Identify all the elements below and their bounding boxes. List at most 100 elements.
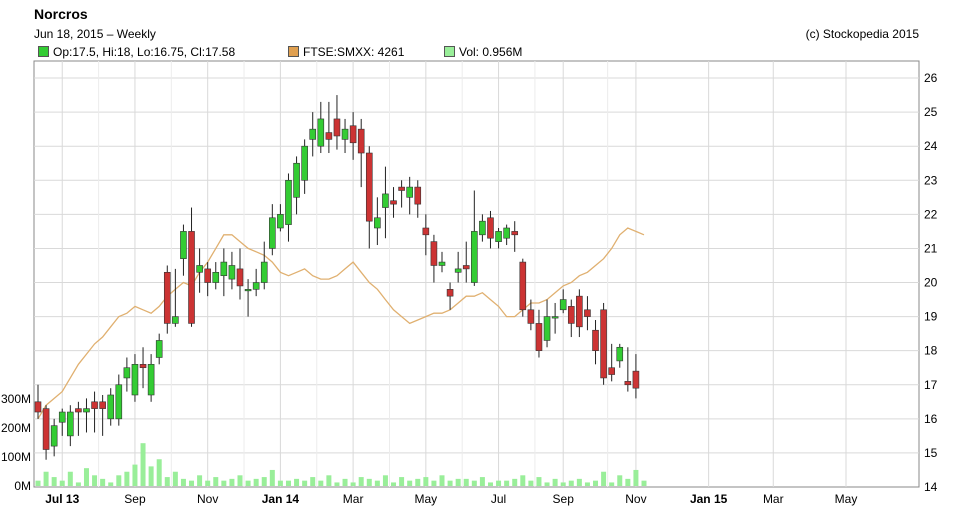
candle — [147, 354, 155, 402]
candle — [600, 302, 607, 385]
candle-body — [454, 268, 462, 273]
volume-bar — [407, 480, 413, 486]
volume-bar — [568, 480, 574, 486]
y-tick-label: 16 — [924, 412, 938, 426]
candle-body — [252, 282, 260, 290]
candle-body — [341, 128, 349, 140]
candle — [349, 112, 357, 160]
candle — [422, 214, 430, 256]
candle — [155, 333, 163, 365]
candle — [67, 405, 74, 447]
candle-body — [269, 217, 276, 249]
volume-swatch-icon — [444, 46, 455, 57]
volume-bar — [83, 468, 89, 486]
volume-bar — [544, 482, 550, 486]
volume-bar — [261, 477, 267, 486]
candle-body — [301, 145, 308, 181]
candle — [83, 398, 90, 433]
candle-body — [576, 295, 583, 328]
legend-label-price: Op:17.5, Hi:18, Lo:16.75, Cl:17.58 — [53, 45, 236, 59]
candle-body — [155, 340, 163, 358]
candle — [374, 197, 381, 246]
candle-body — [309, 128, 317, 140]
candle-body — [551, 316, 559, 319]
candle — [365, 146, 373, 249]
index-line — [37, 227, 645, 420]
candle-body — [357, 128, 365, 154]
y-tick-label: 14 — [924, 480, 938, 494]
candle — [406, 176, 413, 215]
candle — [212, 262, 220, 290]
candle — [616, 343, 624, 368]
candle-body — [99, 401, 106, 409]
volume-bar — [415, 478, 421, 486]
volume-bar — [164, 477, 170, 486]
candle — [115, 374, 123, 426]
candle-body — [422, 227, 430, 236]
candle — [228, 251, 236, 290]
y-tick-label: 15 — [924, 446, 938, 460]
candle — [382, 166, 389, 239]
candle-body — [487, 217, 494, 239]
candle — [123, 357, 131, 392]
x-tick-label: Jul — [491, 492, 506, 506]
volume-bar — [294, 478, 300, 486]
volume-bar — [172, 471, 178, 486]
candle — [188, 207, 195, 327]
candle-body — [83, 408, 90, 413]
candle — [479, 214, 486, 242]
candle — [446, 282, 454, 310]
candle — [131, 354, 139, 402]
volume-bar — [625, 478, 631, 486]
volume-bar — [43, 471, 49, 486]
price-swatch-icon — [38, 46, 49, 57]
volume-bar — [213, 477, 219, 486]
legend-label-index: FTSE:SMXX: 4261 — [303, 45, 405, 59]
candle-body — [608, 367, 615, 375]
volume-bar — [318, 480, 324, 486]
volume-bar — [584, 482, 590, 486]
x-tick-label: Nov — [197, 492, 218, 506]
x-tick-label: Mar — [343, 492, 364, 506]
volume-bar — [205, 480, 211, 486]
candle-body — [479, 220, 486, 236]
volume-bar — [310, 477, 316, 486]
candle-body — [139, 364, 147, 369]
legend-item-volume: Vol: 0.956M — [444, 45, 522, 59]
candle-body — [503, 227, 510, 239]
candle-body — [462, 265, 470, 270]
volume-bar — [496, 480, 502, 486]
candle-body — [293, 162, 300, 198]
candle — [535, 309, 543, 358]
candle — [220, 248, 228, 297]
candle-body — [471, 231, 478, 283]
y-tick-label: 17 — [924, 378, 938, 392]
candle — [172, 268, 179, 327]
volume-bar — [302, 480, 308, 486]
candle-body — [325, 132, 333, 140]
volume-tick-label: 200M — [1, 421, 31, 435]
y-tick-label: 18 — [924, 344, 938, 358]
candle-body — [527, 309, 535, 324]
candle — [99, 394, 106, 436]
candle-body — [34, 401, 42, 413]
candle-body — [123, 367, 131, 379]
volume-bar — [59, 480, 65, 486]
volume-bar — [593, 480, 599, 486]
y-tick-label: 20 — [924, 276, 938, 290]
candle — [333, 95, 341, 150]
volume-bar — [245, 480, 251, 486]
candle-body — [390, 200, 397, 205]
candle — [592, 320, 599, 365]
volume-bar — [399, 477, 405, 486]
candle-body — [244, 289, 252, 292]
volume-bar — [237, 475, 243, 486]
candle-body — [333, 118, 341, 137]
y-tick-label: 23 — [924, 173, 938, 187]
page-title: Norcros — [34, 6, 88, 22]
candle — [269, 204, 276, 256]
volume-bar — [148, 466, 154, 486]
volume-bar — [487, 482, 493, 486]
volume-bar — [285, 480, 291, 486]
copyright-notice: (c) Stockopedia 2015 — [805, 27, 919, 41]
